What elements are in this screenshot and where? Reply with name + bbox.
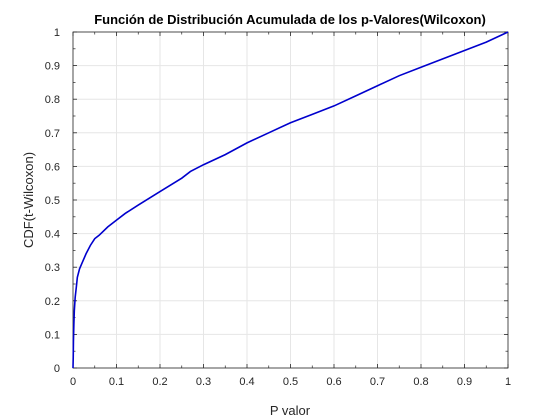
x-axis-label: P valor	[270, 403, 311, 418]
y-tick-label: 0.6	[45, 161, 60, 173]
chart-title: Función de Distribución Acumulada de los…	[94, 12, 486, 27]
x-tick-label: 0.3	[196, 376, 211, 388]
x-tick-label: 0.6	[326, 376, 341, 388]
y-tick-label: 0.3	[45, 262, 60, 274]
cdf-series-line	[72, 31, 509, 369]
axis-ticks	[72, 31, 509, 369]
y-tick-label: 0.4	[45, 229, 60, 241]
y-tick-label: 0.7	[45, 128, 60, 140]
y-tick-label: 0.5	[45, 195, 60, 207]
grid	[72, 31, 509, 369]
y-tick-label: 0	[54, 363, 60, 375]
x-tick-label: 0.4	[239, 376, 254, 388]
x-tick-label: 0.2	[152, 376, 167, 388]
y-tick-label: 1	[54, 27, 60, 39]
x-tick-label: 0.1	[109, 376, 124, 388]
y-tick-label: 0.1	[45, 329, 60, 341]
y-axis-label: CDF(t-Wilcoxon)	[21, 152, 36, 248]
y-tick-label: 0.9	[45, 61, 60, 73]
x-tick-label: 0	[70, 376, 76, 388]
x-tick-label: 1	[505, 376, 511, 388]
x-tick-label: 0.7	[370, 376, 385, 388]
x-tick-labels: 0 0.1 0.2 0.3 0.4 0.5 0.6 0.7 0.8 0.9 1	[70, 376, 511, 388]
y-tick-labels: 0 0.1 0.2 0.3 0.4 0.5 0.6 0.7 0.8 0.9 1	[45, 27, 60, 375]
x-tick-label: 0.5	[283, 376, 298, 388]
x-tick-label: 0.8	[413, 376, 428, 388]
x-tick-label: 0.9	[457, 376, 472, 388]
y-tick-label: 0.8	[45, 94, 60, 106]
y-tick-label: 0.2	[45, 296, 60, 308]
